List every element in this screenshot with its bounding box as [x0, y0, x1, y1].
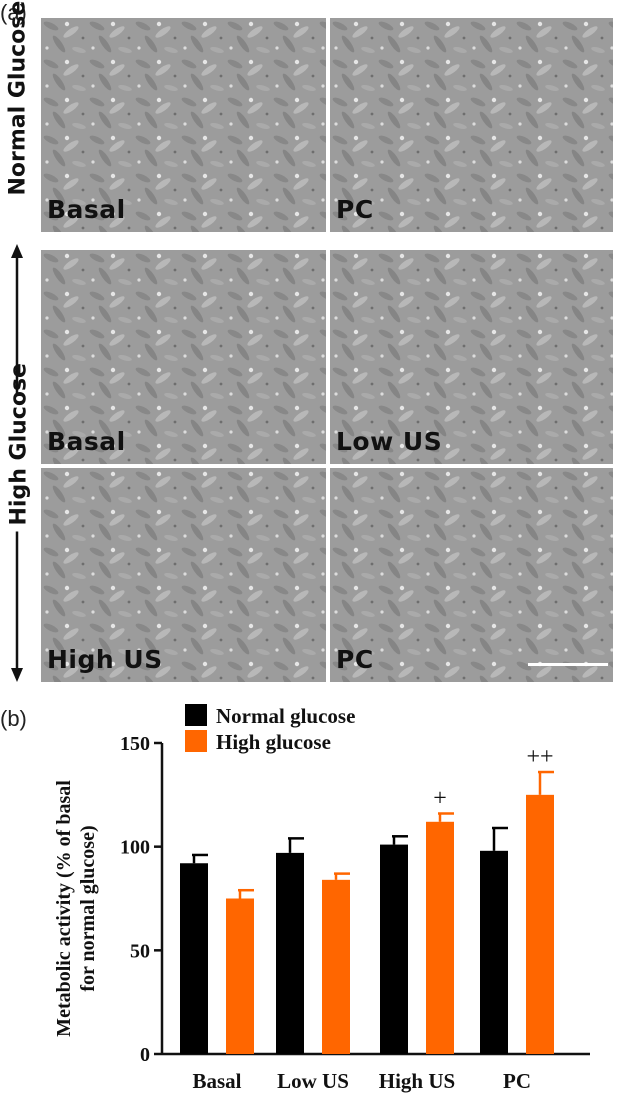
high-glucose-row-label: High Glucose	[6, 363, 32, 532]
x-tick-label: Basal	[192, 1069, 241, 1093]
micrograph-label: High US	[47, 645, 163, 674]
legend-label: High glucose	[216, 730, 331, 754]
significance-annotation: ++	[526, 744, 553, 770]
micrograph-label: Basal	[47, 427, 126, 456]
legend-swatch	[185, 704, 207, 726]
bar-normal-glucose	[180, 863, 208, 1054]
bar-normal-glucose	[380, 844, 408, 1054]
cell-texture	[330, 250, 613, 464]
x-tick-label: Low US	[277, 1069, 349, 1093]
metabolic-activity-bar-chart: 0 50 100 150 Metabolic activity (% of basal f…	[53, 704, 590, 1093]
bar-high-glucose	[526, 794, 554, 1054]
micrograph-high-basal: Basal	[41, 250, 326, 464]
scale-bar	[528, 663, 608, 666]
bar-normal-glucose	[480, 850, 508, 1054]
y-axis-label-line: for normal glucose)	[77, 825, 99, 991]
micrograph-label: PC	[336, 195, 374, 224]
micrograph-normal-basal: Basal	[41, 18, 326, 232]
bar-high-glucose	[426, 821, 454, 1054]
micrograph-high-high-us: High US	[41, 468, 326, 682]
cell-texture	[330, 18, 613, 232]
cell-texture	[41, 18, 326, 232]
cell-texture	[41, 468, 326, 682]
x-tick-label: PC	[503, 1069, 531, 1093]
cell-texture	[330, 468, 613, 682]
y-tick-label: 50	[130, 940, 150, 962]
bar-normal-glucose	[276, 852, 304, 1054]
bar-high-glucose	[322, 879, 350, 1054]
micrograph-label: PC	[336, 645, 374, 674]
legend-swatch	[185, 730, 207, 752]
micrograph-label: Basal	[47, 195, 126, 224]
legend-label: Normal glucose	[216, 704, 355, 728]
y-tick-label: 0	[140, 1044, 150, 1066]
micrograph-high-low-us: Low US	[330, 250, 613, 464]
panel-b-letter: (b)	[0, 706, 27, 731]
y-tick-label: 100	[120, 837, 150, 859]
y-tick-label: 150	[120, 733, 150, 755]
bar-high-glucose	[226, 898, 254, 1054]
x-tick-label: High US	[379, 1069, 455, 1093]
significance-annotation: +	[433, 785, 447, 811]
y-axis-label-line: Metabolic activity (% of basal	[53, 780, 75, 1037]
micrograph-normal-pc: PC	[330, 18, 613, 232]
micrograph-high-pc: PC	[330, 468, 613, 682]
panel-a-letter: (a)	[0, 0, 27, 25]
cell-texture	[41, 250, 326, 464]
normal-glucose-row-label: Normal Glucose	[5, 0, 31, 196]
micrograph-label: Low US	[336, 427, 443, 456]
